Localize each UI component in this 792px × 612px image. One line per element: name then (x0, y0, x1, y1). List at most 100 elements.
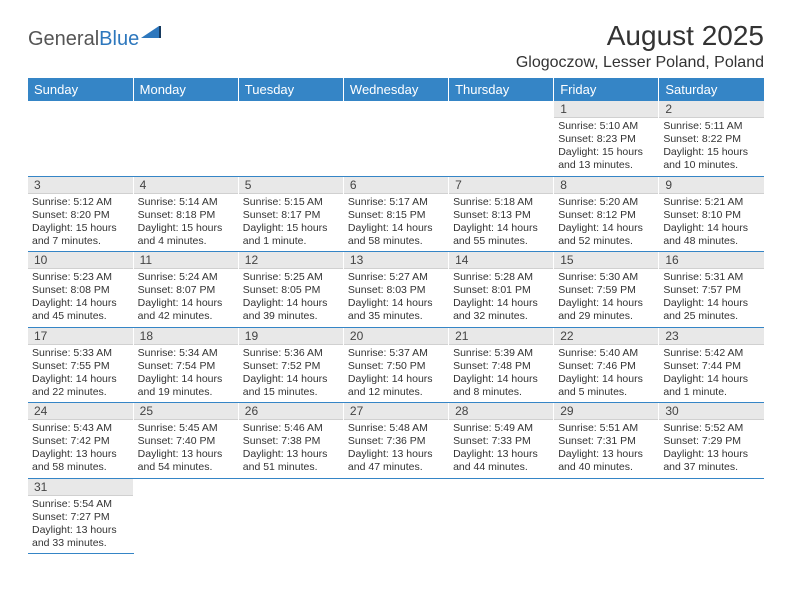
sunset-text: Sunset: 7:44 PM (663, 360, 760, 373)
calendar-cell: 12Sunrise: 5:25 AMSunset: 8:05 PMDayligh… (238, 252, 343, 328)
calendar-cell: 7Sunrise: 5:18 AMSunset: 8:13 PMDaylight… (449, 176, 554, 252)
day-details: Sunrise: 5:11 AMSunset: 8:22 PMDaylight:… (659, 118, 764, 176)
daylight-text: Daylight: 14 hours and 45 minutes. (32, 297, 129, 323)
calendar-cell: 10Sunrise: 5:23 AMSunset: 8:08 PMDayligh… (28, 252, 133, 328)
day-details: Sunrise: 5:25 AMSunset: 8:05 PMDaylight:… (239, 269, 343, 327)
day-details: Sunrise: 5:17 AMSunset: 8:15 PMDaylight:… (344, 194, 448, 252)
daylight-text: Daylight: 14 hours and 15 minutes. (243, 373, 339, 399)
calendar-cell: 1Sunrise: 5:10 AMSunset: 8:23 PMDaylight… (554, 101, 659, 176)
calendar-cell: 13Sunrise: 5:27 AMSunset: 8:03 PMDayligh… (343, 252, 448, 328)
day-number: 25 (134, 403, 238, 420)
day-number: 23 (659, 328, 764, 345)
sunset-text: Sunset: 8:22 PM (663, 133, 760, 146)
sunrise-text: Sunrise: 5:40 AM (558, 347, 654, 360)
day-details: Sunrise: 5:45 AMSunset: 7:40 PMDaylight:… (134, 420, 238, 478)
calendar-row: 17Sunrise: 5:33 AMSunset: 7:55 PMDayligh… (28, 327, 764, 403)
weekday-header-row: Sunday Monday Tuesday Wednesday Thursday… (28, 78, 764, 101)
sunset-text: Sunset: 7:29 PM (663, 435, 760, 448)
calendar-cell: 17Sunrise: 5:33 AMSunset: 7:55 PMDayligh… (28, 327, 133, 403)
daylight-text: Daylight: 14 hours and 25 minutes. (663, 297, 760, 323)
day-number: 7 (449, 177, 553, 194)
day-details: Sunrise: 5:52 AMSunset: 7:29 PMDaylight:… (659, 420, 764, 478)
day-number: 3 (28, 177, 133, 194)
day-number: 24 (28, 403, 133, 420)
daylight-text: Daylight: 15 hours and 4 minutes. (138, 222, 234, 248)
sunset-text: Sunset: 8:03 PM (348, 284, 444, 297)
daylight-text: Daylight: 14 hours and 12 minutes. (348, 373, 444, 399)
daylight-text: Daylight: 15 hours and 10 minutes. (663, 146, 760, 172)
day-details: Sunrise: 5:12 AMSunset: 8:20 PMDaylight:… (28, 194, 133, 252)
sunrise-text: Sunrise: 5:45 AM (138, 422, 234, 435)
calendar-cell (343, 478, 448, 554)
sunrise-text: Sunrise: 5:17 AM (348, 196, 444, 209)
day-number: 31 (28, 479, 133, 496)
weekday-header: Friday (554, 78, 659, 101)
sunrise-text: Sunrise: 5:25 AM (243, 271, 339, 284)
calendar-cell (343, 101, 448, 176)
logo-text: GeneralBlue (28, 28, 139, 51)
daylight-text: Daylight: 13 hours and 54 minutes. (138, 448, 234, 474)
sunrise-text: Sunrise: 5:10 AM (558, 120, 654, 133)
sunset-text: Sunset: 8:17 PM (243, 209, 339, 222)
sunset-text: Sunset: 7:48 PM (453, 360, 549, 373)
calendar-row: 10Sunrise: 5:23 AMSunset: 8:08 PMDayligh… (28, 252, 764, 328)
title-block: August 2025 Glogoczow, Lesser Poland, Po… (516, 20, 764, 72)
sunrise-text: Sunrise: 5:42 AM (663, 347, 760, 360)
day-number: 20 (344, 328, 448, 345)
calendar-cell: 15Sunrise: 5:30 AMSunset: 7:59 PMDayligh… (554, 252, 659, 328)
calendar-table: Sunday Monday Tuesday Wednesday Thursday… (28, 78, 764, 554)
sunrise-text: Sunrise: 5:51 AM (558, 422, 654, 435)
calendar-cell (449, 101, 554, 176)
day-details: Sunrise: 5:33 AMSunset: 7:55 PMDaylight:… (28, 345, 133, 403)
calendar-cell (238, 101, 343, 176)
daylight-text: Daylight: 14 hours and 29 minutes. (558, 297, 654, 323)
sunset-text: Sunset: 8:23 PM (558, 133, 654, 146)
daylight-text: Daylight: 14 hours and 5 minutes. (558, 373, 654, 399)
sunrise-text: Sunrise: 5:30 AM (558, 271, 654, 284)
day-number: 9 (659, 177, 764, 194)
day-details: Sunrise: 5:34 AMSunset: 7:54 PMDaylight:… (134, 345, 238, 403)
sunrise-text: Sunrise: 5:34 AM (138, 347, 234, 360)
sunrise-text: Sunrise: 5:36 AM (243, 347, 339, 360)
logo: GeneralBlue (28, 28, 163, 51)
sunset-text: Sunset: 8:18 PM (138, 209, 234, 222)
calendar-cell: 2Sunrise: 5:11 AMSunset: 8:22 PMDaylight… (659, 101, 764, 176)
daylight-text: Daylight: 13 hours and 58 minutes. (32, 448, 129, 474)
day-number: 2 (659, 101, 764, 118)
sunset-text: Sunset: 8:10 PM (663, 209, 760, 222)
calendar-cell: 18Sunrise: 5:34 AMSunset: 7:54 PMDayligh… (133, 327, 238, 403)
calendar-cell: 11Sunrise: 5:24 AMSunset: 8:07 PMDayligh… (133, 252, 238, 328)
sunrise-text: Sunrise: 5:31 AM (663, 271, 760, 284)
sunset-text: Sunset: 7:42 PM (32, 435, 129, 448)
sunset-text: Sunset: 8:05 PM (243, 284, 339, 297)
day-details: Sunrise: 5:14 AMSunset: 8:18 PMDaylight:… (134, 194, 238, 252)
sunrise-text: Sunrise: 5:27 AM (348, 271, 444, 284)
daylight-text: Daylight: 14 hours and 39 minutes. (243, 297, 339, 323)
day-details: Sunrise: 5:28 AMSunset: 8:01 PMDaylight:… (449, 269, 553, 327)
calendar-row: 3Sunrise: 5:12 AMSunset: 8:20 PMDaylight… (28, 176, 764, 252)
day-details: Sunrise: 5:30 AMSunset: 7:59 PMDaylight:… (554, 269, 658, 327)
day-number: 15 (554, 252, 658, 269)
daylight-text: Daylight: 13 hours and 40 minutes. (558, 448, 654, 474)
daylight-text: Daylight: 14 hours and 42 minutes. (138, 297, 234, 323)
sunrise-text: Sunrise: 5:54 AM (32, 498, 129, 511)
sunset-text: Sunset: 7:31 PM (558, 435, 654, 448)
sunrise-text: Sunrise: 5:24 AM (138, 271, 234, 284)
sunrise-text: Sunrise: 5:12 AM (32, 196, 129, 209)
calendar-cell: 23Sunrise: 5:42 AMSunset: 7:44 PMDayligh… (659, 327, 764, 403)
weekday-header: Sunday (28, 78, 133, 101)
daylight-text: Daylight: 14 hours and 19 minutes. (138, 373, 234, 399)
daylight-text: Daylight: 15 hours and 1 minute. (243, 222, 339, 248)
day-number: 14 (449, 252, 553, 269)
day-number: 12 (239, 252, 343, 269)
day-number: 26 (239, 403, 343, 420)
calendar-cell: 30Sunrise: 5:52 AMSunset: 7:29 PMDayligh… (659, 403, 764, 479)
day-details: Sunrise: 5:15 AMSunset: 8:17 PMDaylight:… (239, 194, 343, 252)
sunset-text: Sunset: 8:08 PM (32, 284, 129, 297)
daylight-text: Daylight: 14 hours and 52 minutes. (558, 222, 654, 248)
daylight-text: Daylight: 14 hours and 48 minutes. (663, 222, 760, 248)
calendar-cell: 14Sunrise: 5:28 AMSunset: 8:01 PMDayligh… (449, 252, 554, 328)
sunset-text: Sunset: 7:55 PM (32, 360, 129, 373)
day-number: 5 (239, 177, 343, 194)
calendar-cell: 22Sunrise: 5:40 AMSunset: 7:46 PMDayligh… (554, 327, 659, 403)
